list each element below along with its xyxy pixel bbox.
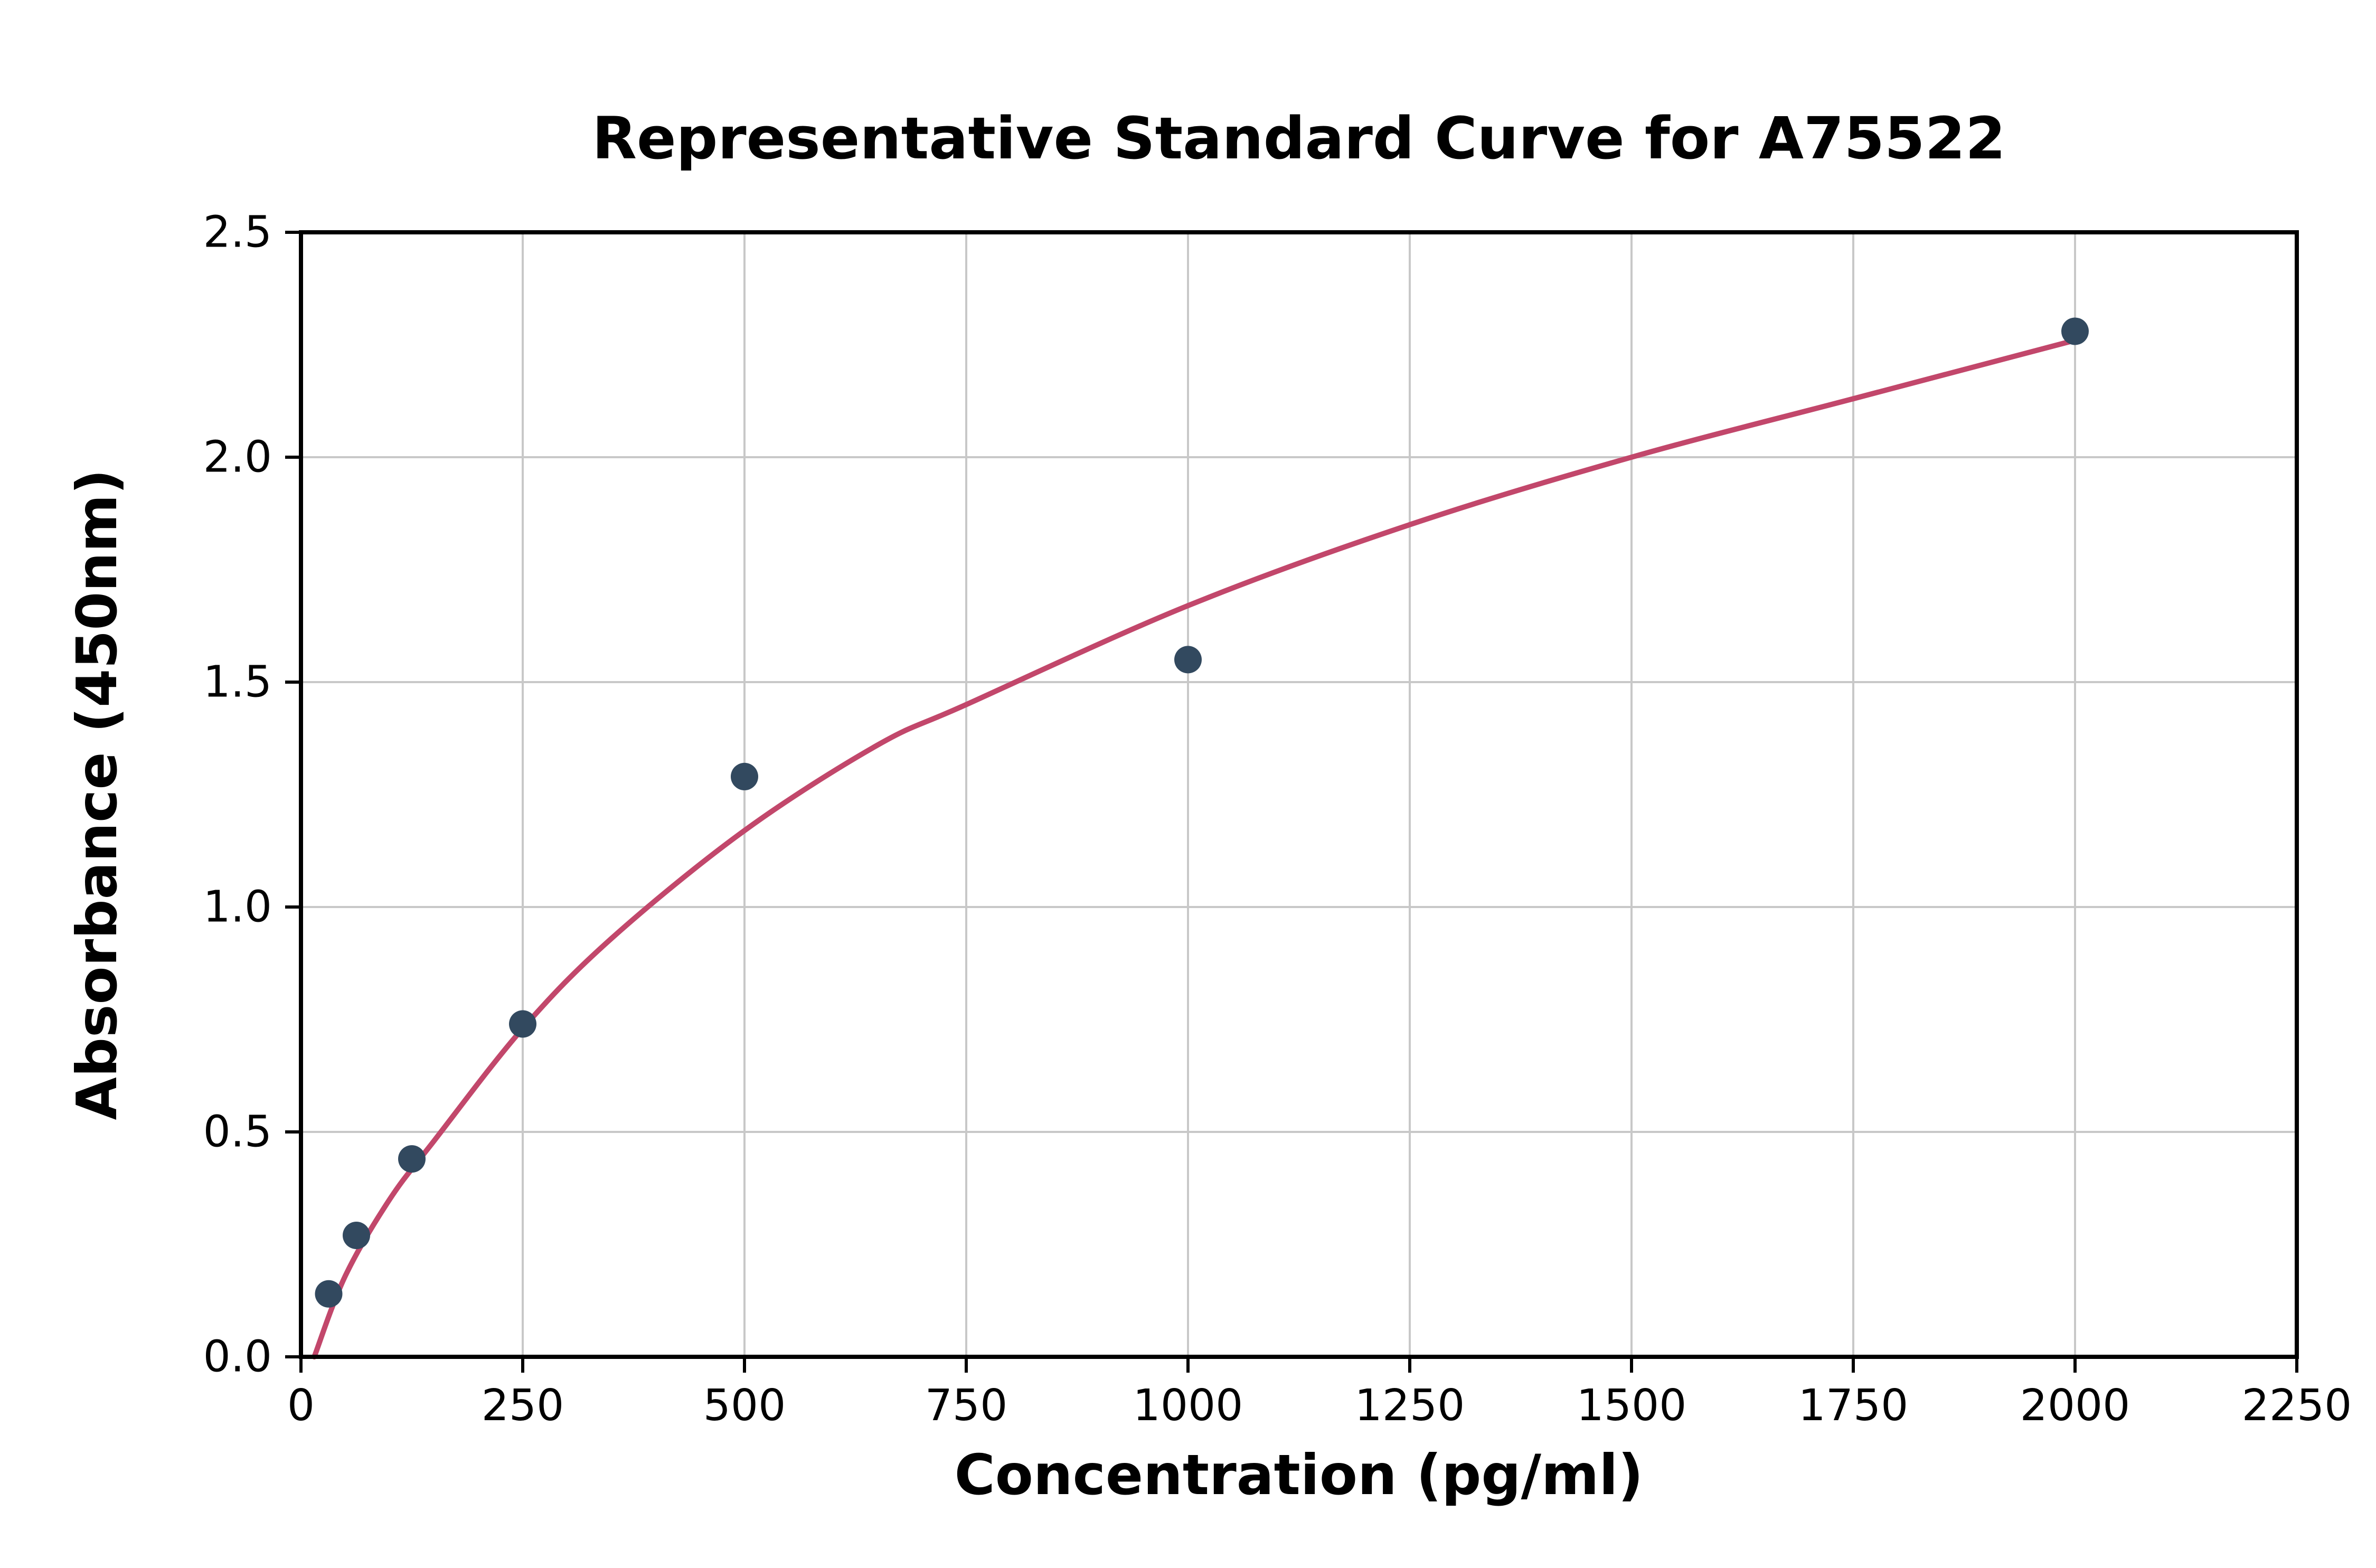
- x-tick-label: 2250: [2242, 1381, 2352, 1431]
- x-tick-label: 1250: [1355, 1381, 1465, 1431]
- data-point: [2061, 317, 2089, 345]
- data-point: [398, 1145, 426, 1173]
- y-tick-label: 1.5: [203, 657, 272, 707]
- y-tick-label: 0.5: [203, 1107, 272, 1157]
- x-tick-label: 0: [287, 1381, 315, 1431]
- axes-spines-layer: [299, 230, 2299, 1359]
- x-tick-label: 250: [482, 1381, 564, 1431]
- data-point: [343, 1221, 370, 1249]
- x-tick-label: 750: [925, 1381, 1008, 1431]
- data-point: [509, 1010, 536, 1038]
- x-tick-label: 1500: [1577, 1381, 1687, 1431]
- data-point: [731, 762, 758, 790]
- fit-curve-layer: [312, 337, 2078, 1359]
- chart-title: Representative Standard Curve for A75522: [592, 105, 2005, 172]
- y-tick-label: 2.0: [203, 432, 272, 483]
- y-tick-label: 0.0: [203, 1332, 272, 1382]
- data-points-layer: [315, 317, 2089, 1308]
- data-point: [1174, 646, 1202, 674]
- tick-labels-layer: 0 250 500 750 1000 1250 1500 1750 2000 2250 0.0 0.5…: [203, 207, 2352, 1431]
- data-point: [315, 1280, 343, 1308]
- tick-marks-layer: [285, 231, 2298, 1373]
- x-tick-label: 2000: [2020, 1381, 2130, 1431]
- x-axis-label: Concentration (pg/ml): [955, 1443, 1644, 1507]
- fit-curve: [312, 337, 2078, 1359]
- y-tick-label: 2.5: [203, 207, 272, 258]
- grid-layer: [300, 231, 2298, 1358]
- y-axis-label: Absorbance (450nm): [65, 469, 129, 1120]
- x-tick-label: 500: [703, 1381, 786, 1431]
- x-tick-label: 1750: [1798, 1381, 1909, 1431]
- y-tick-label: 1.0: [203, 882, 272, 932]
- plot-border: [299, 230, 2299, 1359]
- x-tick-label: 1000: [1133, 1381, 1243, 1431]
